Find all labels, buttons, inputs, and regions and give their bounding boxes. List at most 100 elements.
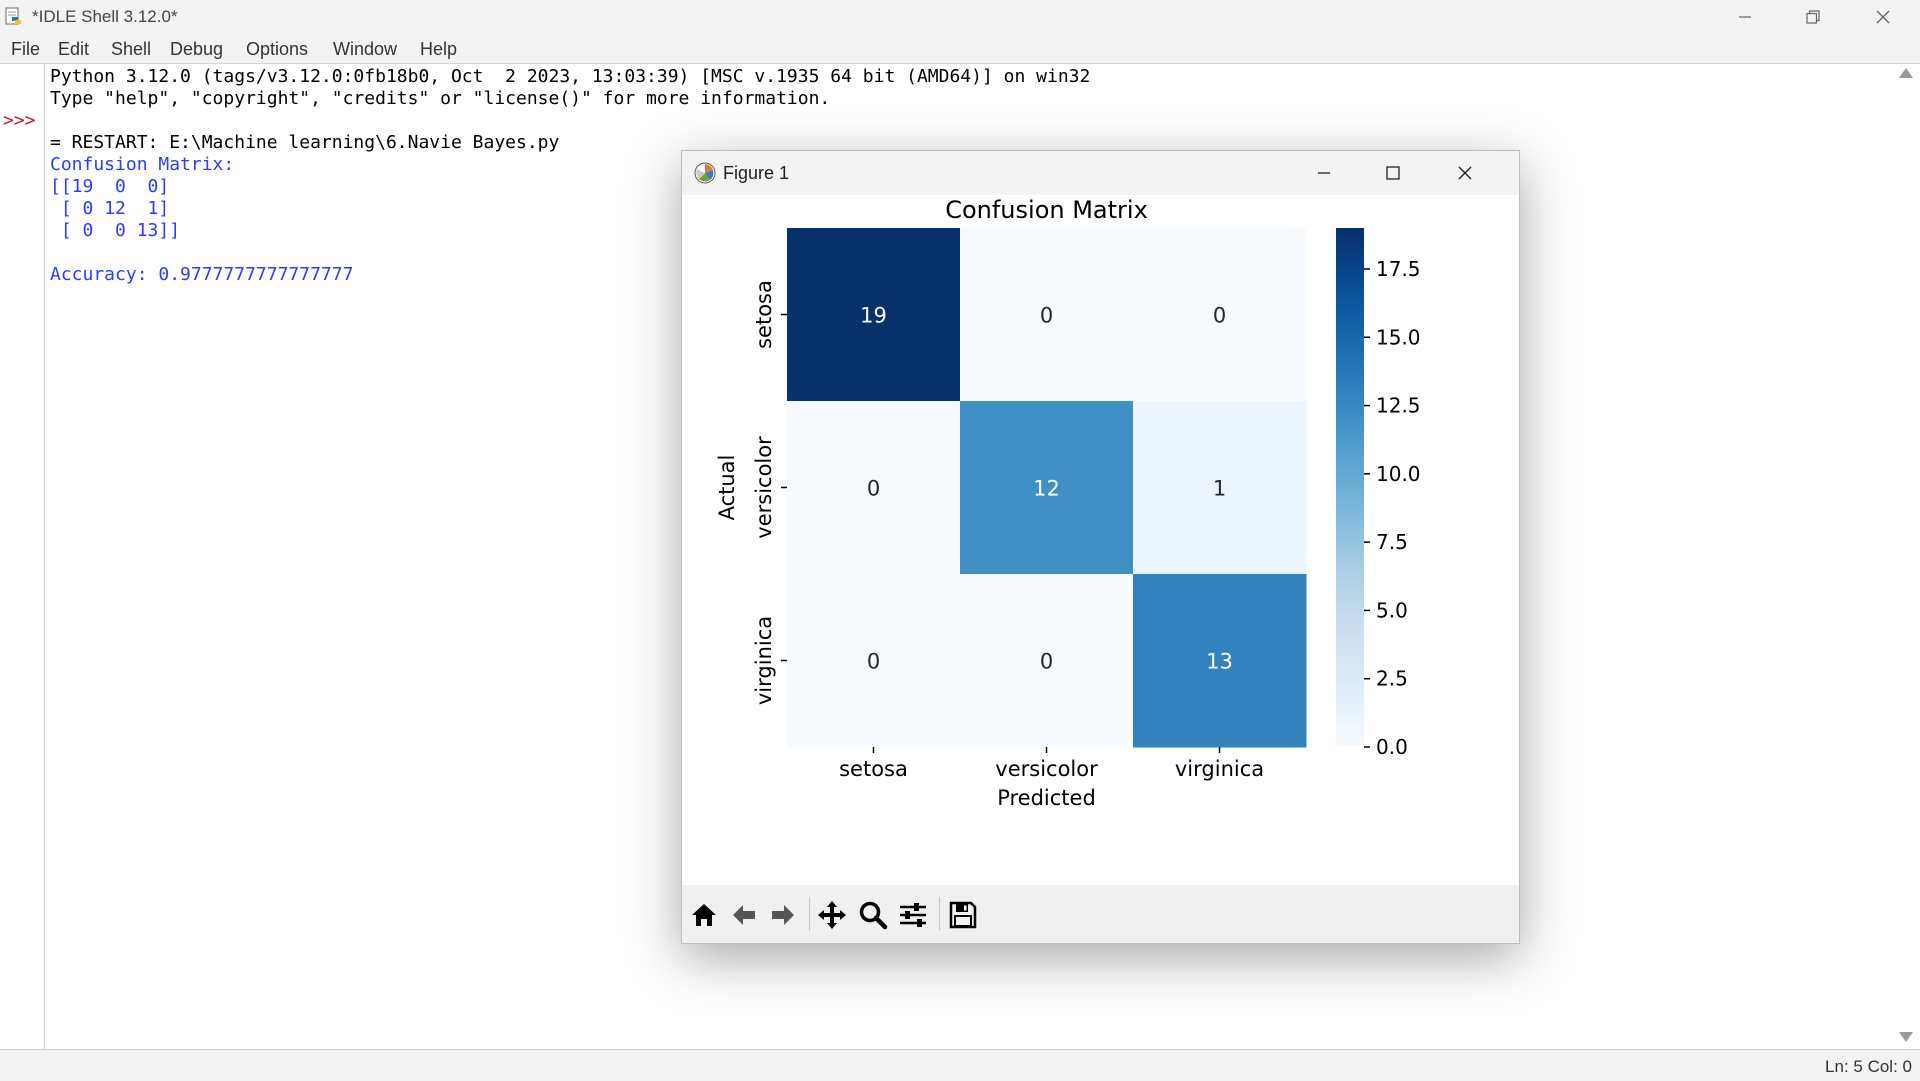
x-tick-label: versicolor bbox=[995, 757, 1098, 781]
prompt-gutter bbox=[0, 64, 45, 1049]
colorbar-tick-label: 15.0 bbox=[1376, 325, 1421, 349]
menu-debug[interactable]: Debug bbox=[170, 39, 224, 59]
scroll-down-arrow-icon[interactable] bbox=[1899, 1032, 1913, 1042]
heatmap-cell bbox=[1133, 228, 1307, 402]
home-button[interactable] bbox=[688, 899, 720, 931]
shell-output[interactable]: Python 3.12.0 (tags/v3.12.0:0fb18b0, Oct… bbox=[50, 66, 1090, 286]
shell-line: Python 3.12.0 (tags/v3.12.0:0fb18b0, Oct… bbox=[50, 66, 1091, 87]
figure-close-button[interactable] bbox=[1431, 151, 1499, 195]
shell-line: = RESTART: E:\Machine learning\6.Navie B… bbox=[50, 132, 560, 153]
cell-value-label: 12 bbox=[1033, 477, 1060, 501]
vertical-scrollbar[interactable] bbox=[1895, 64, 1920, 1049]
close-icon bbox=[1876, 10, 1890, 24]
menu-edit[interactable]: Edit bbox=[58, 39, 90, 59]
figure-title-bar[interactable]: Figure 1 bbox=[682, 151, 1519, 195]
menu-window[interactable]: Window bbox=[333, 39, 398, 59]
pan-icon bbox=[818, 901, 846, 929]
heatmap-cell bbox=[1133, 401, 1307, 575]
back-button[interactable] bbox=[728, 899, 760, 931]
heatmap-cell bbox=[960, 401, 1134, 575]
minimize-icon bbox=[1318, 172, 1330, 174]
figure-toolbar bbox=[682, 885, 1519, 943]
window-title: *IDLE Shell 3.12.0* bbox=[32, 7, 178, 26]
colorbar-tick-label: 12.5 bbox=[1376, 394, 1421, 418]
cell-value-label: 1 bbox=[1213, 477, 1226, 501]
cell-value-label: 19 bbox=[860, 304, 887, 328]
confusion-matrix-chart: Confusion Matrix 19 0 0 0 12 1 0 0 13 setosa versic… bbox=[715, 196, 1421, 810]
close-button[interactable] bbox=[1853, 0, 1913, 34]
menu-options[interactable]: Options bbox=[246, 39, 309, 59]
back-arrow-icon bbox=[733, 905, 755, 925]
heatmap-cell bbox=[1133, 574, 1307, 748]
cell-value-label: 0 bbox=[1213, 304, 1226, 328]
figure-minimize-button[interactable] bbox=[1290, 151, 1358, 195]
shell-line bbox=[50, 110, 1090, 132]
figure-canvas[interactable]: Confusion Matrix 19 0 0 0 12 1 0 0 13 setosa versic… bbox=[682, 195, 1519, 885]
toolbar-separator bbox=[809, 897, 810, 931]
menu-help[interactable]: Help bbox=[420, 39, 458, 59]
chart-title: Confusion Matrix bbox=[945, 196, 1148, 224]
heatmap-cell bbox=[787, 228, 961, 402]
x-tick-label: setosa bbox=[839, 757, 908, 781]
menu-file[interactable]: File bbox=[11, 39, 41, 59]
save-icon bbox=[949, 901, 977, 929]
minimize-button[interactable] bbox=[1715, 0, 1775, 34]
cell-value-label: 0 bbox=[867, 477, 880, 501]
cell-value-label: 0 bbox=[1040, 304, 1053, 328]
heatmap-cell bbox=[787, 401, 961, 575]
shell-line: Confusion Matrix: bbox=[50, 154, 235, 175]
home-icon bbox=[692, 904, 716, 926]
figure-maximize-button[interactable] bbox=[1359, 151, 1427, 195]
shell-line: Accuracy: 0.9777777777777777 bbox=[50, 264, 354, 285]
figure-window[interactable]: Figure 1 Confusion Matrix 19 0 0 0 12 1 0 0 13 set… bbox=[681, 150, 1520, 944]
toolbar-separator bbox=[939, 897, 940, 931]
zoom-icon bbox=[859, 901, 888, 930]
subplots-config-icon bbox=[900, 903, 926, 927]
heatmap-cell bbox=[960, 574, 1134, 748]
pan-button[interactable] bbox=[816, 899, 848, 931]
shell-line: [[19 0 0] bbox=[50, 176, 170, 197]
restore-button[interactable] bbox=[1783, 0, 1843, 34]
scroll-up-arrow-icon[interactable] bbox=[1899, 68, 1913, 78]
matplotlib-logo-icon bbox=[694, 162, 716, 184]
maximize-icon bbox=[1386, 166, 1400, 180]
cursor-position: Ln: 5 Col: 0 bbox=[1825, 1057, 1912, 1076]
restore-icon bbox=[1806, 10, 1820, 24]
menu-bar: File Edit Shell Debug Options Window Hel… bbox=[0, 34, 1920, 64]
cell-value-label: 0 bbox=[867, 650, 880, 674]
colorbar-tick-label: 17.5 bbox=[1376, 257, 1421, 281]
forward-arrow-icon bbox=[772, 905, 794, 925]
colorbar-tick-label: 5.0 bbox=[1376, 598, 1408, 622]
y-tick-label: setosa bbox=[752, 280, 776, 349]
title-bar: *IDLE Shell 3.12.0* bbox=[0, 0, 1920, 34]
shell-line: [ 0 0 13]] bbox=[50, 220, 181, 241]
menu-divider bbox=[0, 63, 1920, 64]
heatmap-cell bbox=[960, 228, 1134, 402]
menu-shell[interactable]: Shell bbox=[111, 39, 152, 59]
python-app-icon bbox=[5, 7, 21, 25]
y-tick-label: virginica bbox=[752, 616, 776, 705]
y-axis-label: Actual bbox=[715, 455, 739, 521]
x-tick-label: virginica bbox=[1175, 757, 1264, 781]
colorbar bbox=[1336, 228, 1364, 747]
shell-prompt: >>> bbox=[3, 110, 36, 131]
configure-subplots-button[interactable] bbox=[897, 899, 929, 931]
minimize-icon bbox=[1739, 16, 1751, 18]
shell-line: Type "help", "copyright", "credits" or "… bbox=[50, 88, 831, 109]
colorbar-tick-label: 10.0 bbox=[1376, 462, 1421, 486]
shell-line: [ 0 12 1] bbox=[50, 198, 170, 219]
y-tick-label: versicolor bbox=[752, 436, 776, 539]
close-icon bbox=[1458, 166, 1472, 180]
zoom-button[interactable] bbox=[857, 899, 889, 931]
save-button[interactable] bbox=[947, 899, 979, 931]
cell-value-label: 13 bbox=[1206, 650, 1233, 674]
heatmap-cell bbox=[787, 574, 961, 748]
forward-button[interactable] bbox=[767, 899, 799, 931]
colorbar-tick-label: 0.0 bbox=[1376, 735, 1408, 759]
colorbar-tick-label: 7.5 bbox=[1376, 530, 1408, 554]
x-axis-label: Predicted bbox=[997, 786, 1096, 810]
cell-value-label: 0 bbox=[1040, 650, 1053, 674]
figure-title: Figure 1 bbox=[723, 163, 790, 183]
colorbar-tick-label: 2.5 bbox=[1376, 667, 1408, 691]
status-bar: Ln: 5 Col: 0 bbox=[0, 1049, 1920, 1081]
